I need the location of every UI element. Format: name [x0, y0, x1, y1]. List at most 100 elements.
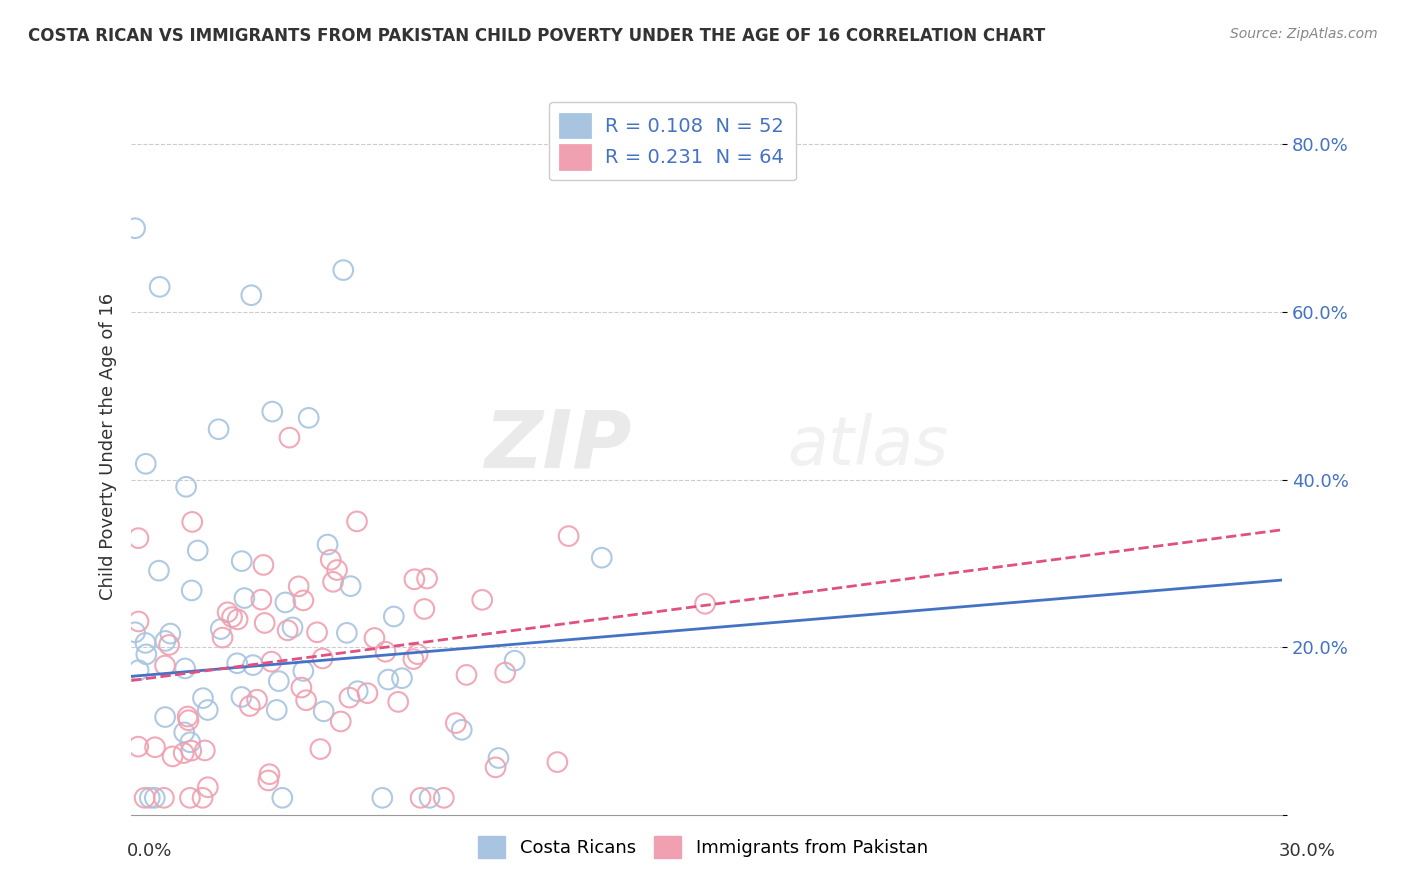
Point: [416, 572, 439, 586]
Point: [374, 645, 396, 659]
Y-axis label: Child Poverty Under the Age of 16: Child Poverty Under the Age of 16: [100, 293, 117, 599]
Point: [546, 755, 568, 769]
Point: [484, 760, 506, 774]
Point: [246, 692, 269, 706]
Point: [191, 691, 214, 706]
Point: [233, 591, 256, 605]
Point: [177, 713, 200, 727]
Point: [174, 661, 197, 675]
Point: [471, 592, 494, 607]
Point: [127, 531, 149, 545]
Point: [693, 597, 716, 611]
Point: [433, 790, 456, 805]
Point: [557, 529, 579, 543]
Point: [404, 572, 426, 586]
Point: [356, 686, 378, 700]
Point: [339, 690, 361, 705]
Point: [211, 631, 233, 645]
Point: [444, 716, 467, 731]
Point: [382, 609, 405, 624]
Point: [239, 699, 262, 714]
Point: [153, 710, 176, 724]
Legend: R = 0.108  N = 52, R = 0.231  N = 64: R = 0.108 N = 52, R = 0.231 N = 64: [548, 102, 796, 180]
Point: [311, 651, 333, 665]
Point: [406, 647, 429, 661]
Point: [409, 790, 432, 805]
Point: [260, 655, 283, 669]
Point: [346, 515, 368, 529]
Point: [148, 564, 170, 578]
Text: ZIP: ZIP: [485, 407, 631, 485]
Point: [456, 668, 478, 682]
Point: [174, 480, 197, 494]
Point: [155, 634, 177, 648]
Point: [187, 543, 209, 558]
Point: [240, 288, 263, 302]
Text: atlas: atlas: [787, 413, 949, 479]
Point: [226, 612, 249, 626]
Point: [124, 625, 146, 640]
Text: COSTA RICAN VS IMMIGRANTS FROM PAKISTAN CHILD POVERTY UNDER THE AGE OF 16 CORREL: COSTA RICAN VS IMMIGRANTS FROM PAKISTAN …: [28, 27, 1046, 45]
Text: 0.0%: 0.0%: [127, 842, 172, 860]
Point: [271, 790, 294, 805]
Point: [326, 563, 349, 577]
Point: [253, 615, 276, 630]
Point: [159, 626, 181, 640]
Point: [329, 714, 352, 729]
Point: [209, 622, 232, 636]
Point: [180, 744, 202, 758]
Point: [316, 537, 339, 551]
Point: [266, 703, 288, 717]
Point: [207, 422, 229, 436]
Point: [194, 743, 217, 757]
Point: [309, 742, 332, 756]
Point: [332, 263, 354, 277]
Point: [180, 583, 202, 598]
Point: [157, 638, 180, 652]
Point: [371, 790, 394, 805]
Point: [135, 457, 157, 471]
Point: [134, 636, 156, 650]
Point: [339, 579, 361, 593]
Point: [503, 654, 526, 668]
Point: [127, 739, 149, 754]
Point: [322, 574, 344, 589]
Point: [149, 280, 172, 294]
Text: Source: ZipAtlas.com: Source: ZipAtlas.com: [1230, 27, 1378, 41]
Point: [377, 673, 399, 687]
Point: [153, 658, 176, 673]
Point: [231, 554, 253, 568]
Point: [173, 746, 195, 760]
Point: [494, 665, 516, 680]
Point: [290, 681, 312, 695]
Point: [231, 690, 253, 704]
Point: [252, 558, 274, 572]
Point: [488, 751, 510, 765]
Point: [128, 663, 150, 677]
Point: [197, 703, 219, 717]
Point: [139, 790, 162, 805]
Point: [153, 790, 176, 805]
Point: [287, 579, 309, 593]
Point: [221, 610, 243, 624]
Point: [336, 625, 359, 640]
Point: [298, 410, 321, 425]
Point: [143, 790, 166, 805]
Point: [217, 605, 239, 619]
Point: [134, 790, 156, 805]
Point: [267, 674, 290, 689]
Text: 30.0%: 30.0%: [1279, 842, 1336, 860]
Point: [292, 664, 315, 678]
Point: [176, 709, 198, 723]
Point: [162, 749, 184, 764]
Point: [274, 595, 297, 609]
Point: [250, 592, 273, 607]
Point: [278, 431, 301, 445]
Point: [591, 550, 613, 565]
Point: [191, 790, 214, 805]
Point: [450, 723, 472, 737]
Point: [319, 553, 342, 567]
Point: [226, 657, 249, 671]
Point: [181, 515, 204, 529]
Point: [292, 593, 315, 607]
